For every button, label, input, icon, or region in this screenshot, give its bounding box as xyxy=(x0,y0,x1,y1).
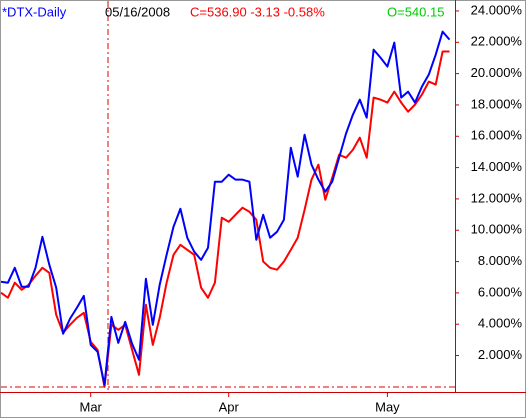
y-tick-label: 6.000% xyxy=(478,284,523,299)
x-tick-label: May xyxy=(375,399,400,414)
y-tick-label: 16.000% xyxy=(471,128,523,143)
y-tick-label: 12.000% xyxy=(471,190,523,205)
y-tick-label: 4.000% xyxy=(478,316,523,331)
series-line xyxy=(0,30,451,386)
y-tick-label: 18.000% xyxy=(471,96,523,111)
y-tick-label: 20.000% xyxy=(471,65,523,80)
date-label: 05/16/2008 xyxy=(105,4,170,19)
open-label: O=540.15 xyxy=(387,4,444,19)
x-tick-label: Apr xyxy=(219,399,240,414)
y-tick-label: 2.000% xyxy=(478,347,523,362)
chart-title: *DTX-Daily xyxy=(2,4,67,19)
close-label: C=536.90 -3.13 -0.58% xyxy=(190,4,325,19)
y-tick-label: 10.000% xyxy=(471,222,523,237)
series-line xyxy=(0,50,450,388)
y-tick-label: 24.000% xyxy=(471,2,523,17)
y-tick-label: 8.000% xyxy=(478,253,523,268)
y-tick-label: 14.000% xyxy=(471,159,523,174)
y-tick-label: 22.000% xyxy=(471,34,523,49)
x-tick-label: Mar xyxy=(80,399,103,414)
